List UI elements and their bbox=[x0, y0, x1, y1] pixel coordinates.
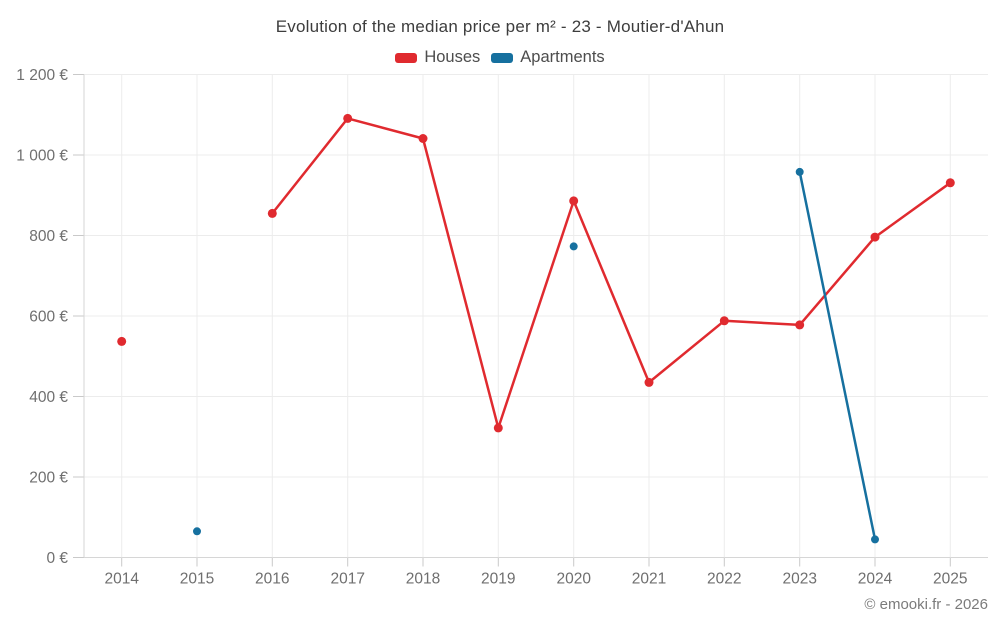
legend-label-apartments: Apartments bbox=[520, 48, 605, 66]
svg-text:200 €: 200 € bbox=[29, 470, 68, 487]
chart-title: Evolution of the median price per m² - 2… bbox=[275, 17, 725, 36]
svg-text:2016: 2016 bbox=[255, 571, 289, 588]
svg-text:2017: 2017 bbox=[330, 571, 364, 588]
apartments-series-swatch bbox=[491, 52, 514, 63]
svg-text:2023: 2023 bbox=[782, 571, 816, 588]
svg-text:0 €: 0 € bbox=[46, 550, 68, 567]
legend-item-apartments[interactable]: Apartments bbox=[491, 48, 605, 67]
svg-text:2025: 2025 bbox=[933, 571, 967, 588]
credit-link[interactable]: © emooki.fr - 2026 bbox=[864, 596, 988, 613]
svg-text:2020: 2020 bbox=[556, 571, 591, 588]
houses-series-swatch bbox=[395, 52, 418, 63]
svg-text:2024: 2024 bbox=[858, 571, 893, 588]
legend-label-houses: Houses bbox=[424, 48, 481, 66]
svg-text:2022: 2022 bbox=[707, 571, 741, 588]
svg-text:1 200 €: 1 200 € bbox=[16, 67, 68, 84]
legend: Houses Apartments bbox=[0, 48, 1000, 67]
svg-text:600 €: 600 € bbox=[29, 309, 68, 326]
svg-text:2015: 2015 bbox=[180, 571, 214, 588]
svg-text:2021: 2021 bbox=[632, 571, 666, 588]
svg-text:2018: 2018 bbox=[406, 571, 440, 588]
svg-text:800 €: 800 € bbox=[29, 228, 68, 245]
svg-text:2019: 2019 bbox=[481, 571, 515, 588]
svg-text:400 €: 400 € bbox=[29, 389, 68, 406]
svg-text:1 000 €: 1 000 € bbox=[16, 148, 68, 165]
legend-item-houses[interactable]: Houses bbox=[395, 48, 480, 67]
svg-text:2014: 2014 bbox=[104, 571, 139, 588]
